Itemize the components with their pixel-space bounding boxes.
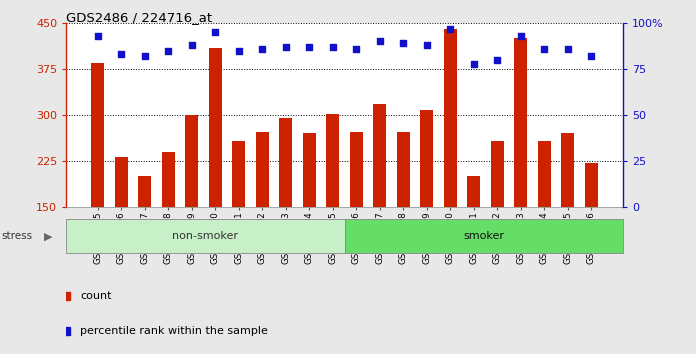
- Bar: [350, 132, 363, 207]
- Bar: [232, 141, 245, 207]
- Bar: [420, 110, 433, 207]
- Point: [468, 61, 480, 66]
- Point: [187, 42, 198, 48]
- Bar: [514, 38, 527, 207]
- Bar: [256, 132, 269, 207]
- Bar: [91, 63, 104, 207]
- Point: [116, 51, 127, 57]
- Point: [163, 48, 174, 53]
- Bar: [467, 176, 480, 207]
- Bar: [185, 115, 198, 207]
- Point: [209, 29, 221, 35]
- Bar: [538, 141, 551, 207]
- Bar: [585, 163, 598, 207]
- Point: [397, 40, 409, 46]
- Point: [421, 42, 432, 48]
- Bar: [209, 47, 222, 207]
- FancyBboxPatch shape: [345, 219, 623, 253]
- Bar: [139, 176, 151, 207]
- FancyBboxPatch shape: [66, 219, 345, 253]
- Point: [139, 53, 150, 59]
- Point: [491, 57, 503, 63]
- Point: [539, 46, 550, 52]
- Text: GDS2486 / 224716_at: GDS2486 / 224716_at: [66, 11, 212, 24]
- Point: [562, 46, 574, 52]
- Point: [280, 44, 292, 50]
- Bar: [444, 29, 457, 207]
- Bar: [115, 157, 128, 207]
- Point: [585, 53, 596, 59]
- Point: [374, 39, 386, 44]
- Bar: [162, 152, 175, 207]
- Text: stress: stress: [1, 231, 33, 241]
- Bar: [326, 114, 339, 207]
- Text: count: count: [80, 291, 111, 301]
- Point: [351, 46, 362, 52]
- Bar: [279, 118, 292, 207]
- Text: percentile rank within the sample: percentile rank within the sample: [80, 326, 268, 336]
- Point: [445, 26, 456, 32]
- Point: [233, 48, 244, 53]
- Point: [257, 46, 268, 52]
- Bar: [397, 132, 410, 207]
- Bar: [491, 141, 504, 207]
- Point: [303, 44, 315, 50]
- Text: ▶: ▶: [44, 231, 52, 241]
- Point: [327, 44, 338, 50]
- Point: [515, 33, 526, 39]
- Bar: [561, 133, 574, 207]
- Point: [93, 33, 104, 39]
- Text: non-smoker: non-smoker: [173, 231, 238, 241]
- Text: smoker: smoker: [464, 231, 504, 241]
- Bar: [373, 104, 386, 207]
- Bar: [303, 133, 316, 207]
